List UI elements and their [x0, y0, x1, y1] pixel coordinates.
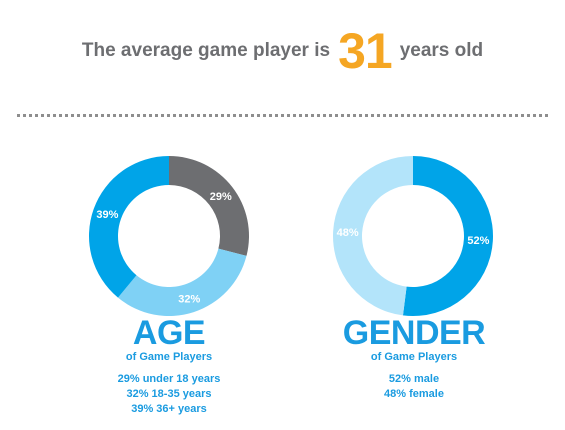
gender-legend-line: 48% female [384, 388, 444, 400]
age-slice-label: 39% [96, 209, 118, 221]
gender-block: GENDER of Game Players 52% male 48% fema… [334, 316, 494, 402]
age-subtitle: of Game Players [125, 351, 213, 363]
gender-subtitle: of Game Players [370, 351, 458, 363]
age-legend-line: 32% 18-35 years [126, 388, 212, 400]
age-slice-label: 32% [178, 293, 200, 305]
gender-slice-label: 48% [337, 227, 359, 239]
dotted-divider [17, 114, 548, 117]
age-legend-line: 39% 36+ years [131, 403, 207, 415]
gender-slice-female [333, 156, 413, 316]
age-slice-18-35-years [118, 248, 247, 316]
headline: The average game player is 31 years old [0, 26, 565, 76]
headline-suffix: years old [399, 40, 484, 61]
headline-number: 31 [338, 23, 393, 79]
age-legend-line: 29% under 18 years [117, 373, 221, 385]
age-slice-under-18-years [169, 156, 249, 256]
age-slice-36-years [89, 156, 169, 298]
gender-slice-label: 52% [467, 235, 489, 247]
gender-legend-line: 52% male [388, 373, 440, 385]
age-block: AGE of Game Players 29% under 18 years 3… [89, 316, 249, 417]
age-title: AGE [132, 314, 206, 352]
gender-title: GENDER [342, 314, 486, 352]
headline-prefix: The average game player is [81, 40, 331, 61]
age-slice-label: 29% [210, 191, 232, 203]
gender-slice-male [402, 156, 494, 317]
